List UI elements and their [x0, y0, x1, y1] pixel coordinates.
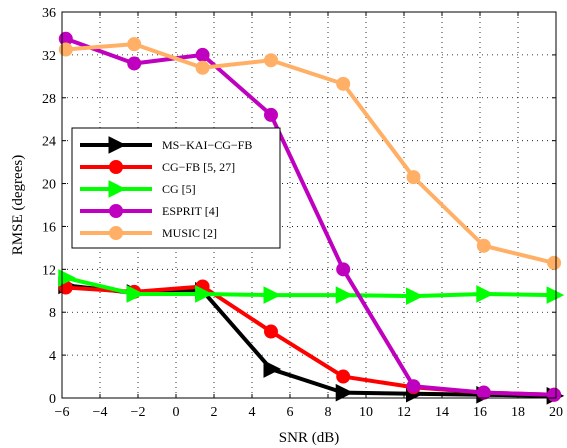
data-point [406, 287, 424, 305]
legend-swatch-marker [108, 136, 127, 154]
y-tick-label: 28 [42, 92, 56, 107]
data-point [476, 385, 491, 400]
data-point [335, 383, 354, 402]
legend-entry: CG [5] [80, 180, 196, 198]
series-line [65, 275, 555, 299]
data-point [476, 238, 491, 253]
data-point [264, 107, 278, 122]
data-point [546, 286, 565, 304]
series-2 [58, 269, 565, 305]
data-point [127, 37, 142, 52]
x-tick-label: 2 [211, 405, 218, 420]
y-tick-label: 24 [42, 135, 56, 150]
data-point [264, 324, 278, 339]
data-point [335, 286, 354, 304]
y-tick-label: 20 [42, 178, 56, 193]
y-axis-title: RMSE (degrees) [10, 155, 26, 255]
data-point [127, 56, 142, 71]
legend-swatch-marker [108, 180, 127, 198]
y-tick-label: 8 [49, 306, 56, 321]
x-tick-label: −6 [55, 405, 70, 420]
data-point [195, 60, 210, 75]
legend-swatch-marker [109, 160, 123, 174]
y-tick-label: 36 [42, 6, 56, 21]
x-tick-label: 4 [249, 405, 256, 420]
x-tick-label: 8 [325, 405, 332, 420]
data-point [476, 285, 494, 303]
data-point [336, 369, 351, 384]
data-point [336, 262, 351, 277]
data-point [406, 170, 421, 185]
series-4 [58, 37, 562, 270]
x-tick-label: 18 [511, 405, 525, 420]
data-point [195, 47, 210, 62]
data-point [406, 379, 421, 394]
legend-entry: MS−KAI−CG−FB [80, 136, 252, 154]
x-tick-label: −2 [131, 405, 146, 420]
x-tick-label: −4 [93, 405, 108, 420]
legend: MS−KAI−CG−FB CG−FB [5, 27] CG [5] ESPRIT [4… [71, 127, 281, 249]
legend-label: CG [5] [162, 182, 196, 196]
legend-label: ESPRIT [4] [162, 204, 219, 218]
data-point [263, 286, 282, 304]
y-tick-label: 16 [42, 220, 56, 235]
x-tick-label: 12 [397, 405, 411, 420]
series-line [65, 36, 555, 397]
x-tick-label: 6 [287, 405, 294, 420]
legend-label: MS−KAI−CG−FB [162, 138, 252, 152]
legend-entry: MUSIC [2] [80, 226, 217, 240]
data-point [195, 285, 213, 303]
plot-frame [61, 11, 557, 399]
data-point [263, 360, 282, 378]
legend-entry: ESPRIT [4] [80, 204, 219, 218]
legend-swatch-marker [109, 226, 123, 240]
data-point [547, 255, 562, 270]
data-point [264, 53, 278, 68]
data-point [126, 285, 145, 303]
x-tick-label: 10 [359, 405, 373, 420]
data-point [336, 76, 351, 91]
x-tick-label: 0 [173, 405, 180, 420]
y-tick-label: 12 [42, 263, 56, 278]
data-point [58, 269, 76, 287]
data-point [547, 387, 562, 402]
data-point [58, 42, 73, 57]
legend-entry: CG−FB [5, 27] [80, 160, 235, 174]
x-tick-label: 20 [549, 405, 563, 420]
x-tick-label: 14 [435, 405, 449, 420]
y-tick-label: 32 [42, 49, 56, 64]
x-axis-title: SNR (dB) [279, 430, 339, 446]
legend-label: CG−FB [5, 27] [162, 160, 235, 174]
y-tick-label: 0 [49, 392, 56, 407]
x-tick-label: 16 [473, 405, 487, 420]
legend-label: MUSIC [2] [162, 226, 217, 240]
series-3 [58, 31, 562, 402]
series-layer [58, 31, 565, 405]
series-line [65, 42, 555, 265]
legend-swatch-marker [109, 204, 123, 218]
y-tick-label: 4 [49, 349, 56, 364]
